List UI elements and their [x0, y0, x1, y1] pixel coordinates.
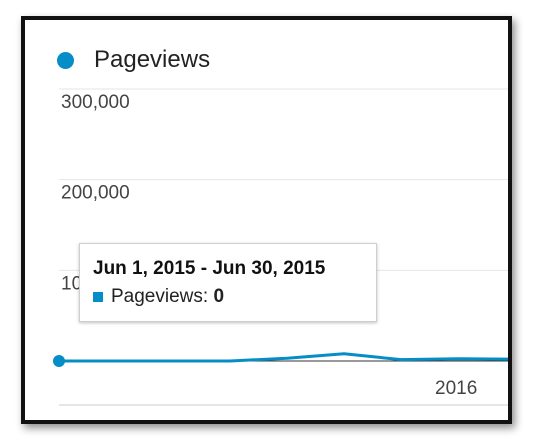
y-tick-label-0: 300,000 [61, 92, 130, 113]
data-point-0[interactable] [53, 355, 65, 367]
tooltip-date-range: Jun 1, 2015 - Jun 30, 2015 [93, 258, 326, 279]
legend-series-label: Pageviews [94, 46, 211, 73]
chart-legend[interactable]: Pageviews [57, 46, 210, 74]
y-tick-label-1: 200,000 [61, 183, 130, 204]
series-line-pageviews [59, 352, 508, 363]
tooltip-series-row: Pageviews: 0 [93, 286, 224, 308]
tooltip-series-label: Pageviews: [111, 286, 209, 307]
tooltip-series-value: 0 [213, 286, 225, 307]
legend-series-dot [57, 51, 74, 69]
tooltip-series-swatch [93, 292, 103, 302]
x-tick-label-0: 2016 [435, 378, 477, 399]
chart-tooltip: Jun 1, 2015 - Jun 30, 2015 Pageviews: 0 [79, 243, 377, 322]
